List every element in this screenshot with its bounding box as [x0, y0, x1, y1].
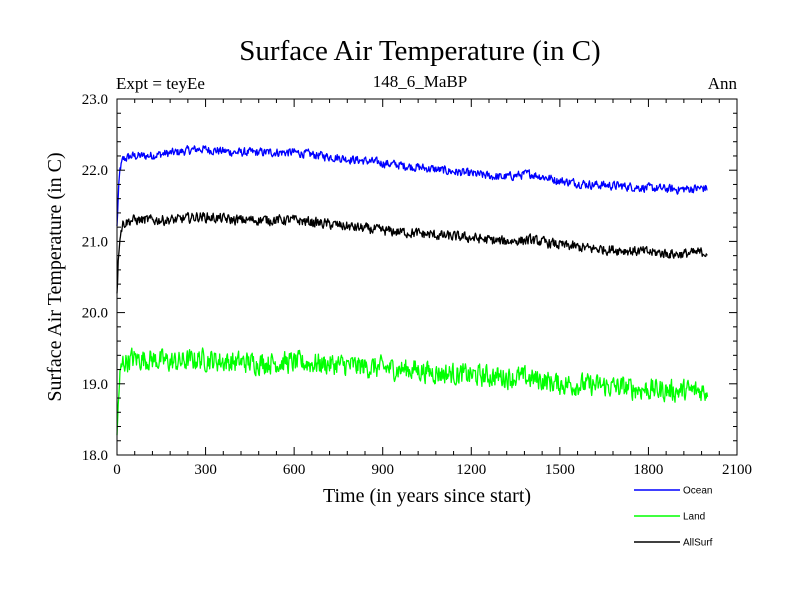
series-layer: [116, 145, 709, 436]
x-axis-label: Time (in years since start): [323, 485, 531, 507]
series-line-land: [116, 347, 709, 436]
season-label: Ann: [708, 74, 738, 93]
y-tick-label: 18.0: [82, 448, 108, 464]
legend-label-land: Land: [683, 512, 705, 523]
plot-frame: [116, 98, 738, 456]
legend-label-ocean: Ocean: [683, 486, 712, 497]
y-axis-label: Surface Air Temperature (in C): [44, 152, 66, 401]
series-line-ocean: [116, 145, 708, 227]
x-tick-label: 1500: [545, 462, 575, 478]
chart-title: Surface Air Temperature (in C): [239, 35, 600, 67]
chart-subtitle: 148_6_MaBP: [373, 72, 467, 91]
experiment-label: Expt = teyEe: [116, 74, 205, 93]
x-tick-label: 2100: [722, 462, 752, 478]
x-tick-label: 1800: [633, 462, 663, 478]
y-tick-label: 19.0: [82, 377, 108, 393]
x-tick-label: 900: [371, 462, 394, 478]
ticks-layer: 0 300 600 900 1200 1500 1800 2100 18.0 19.0 20.0 21…: [82, 92, 752, 478]
x-tick-label: 600: [283, 462, 306, 478]
y-tick-label: 22.0: [82, 163, 108, 179]
x-tick-label: 0: [113, 462, 121, 478]
x-tick-label: 1200: [456, 462, 486, 478]
y-tick-label: 21.0: [82, 234, 108, 250]
series-line-allsurf: [116, 211, 708, 294]
y-tick-label: 20.0: [82, 306, 108, 322]
y-tick-label: 23.0: [82, 92, 108, 108]
legend-label-allsurf: AllSurf: [683, 538, 713, 549]
legend: Ocean Land AllSurf: [634, 486, 713, 549]
x-tick-label: 300: [194, 462, 217, 478]
